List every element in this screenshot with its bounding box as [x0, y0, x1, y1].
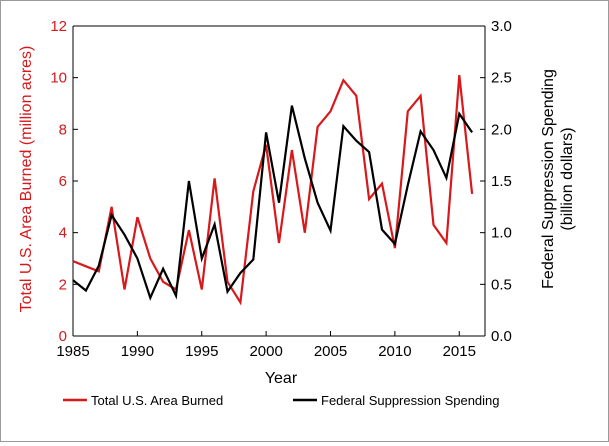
right-y-tick-label: 1.0 — [491, 225, 512, 242]
series-line-area-burned — [72, 74, 474, 306]
x-tick-label: 1990 — [121, 343, 154, 360]
left-y-axis-label: Total U.S. Area Burned (million acres) — [18, 46, 35, 313]
right-y-tick-label: 0.0 — [491, 328, 512, 345]
x-tick-label: 2015 — [443, 343, 476, 360]
legend-label-suppression-spending: Federal Suppression Spending — [321, 393, 500, 408]
legend: Total U.S. Area Burned Federal Suppressi… — [63, 393, 500, 408]
x-tick-label: 2005 — [314, 343, 347, 360]
left-y-tick-label: 0 — [59, 328, 67, 345]
right-y-axis-label-line2: (billion dollars) — [559, 127, 576, 230]
right-y-tick-label: 2.5 — [491, 70, 512, 87]
x-tick-label: 2010 — [378, 343, 411, 360]
left-y-tick-label: 8 — [59, 121, 67, 138]
x-tick-label: 1995 — [185, 343, 218, 360]
x-tick-label: 2000 — [249, 343, 282, 360]
x-axis-label: Year — [265, 370, 298, 387]
left-y-tick-label: 2 — [59, 276, 67, 293]
right-y-tick-label: 0.5 — [491, 276, 512, 293]
left-y-tick-label: 6 — [59, 173, 67, 190]
right-y-tick-label: 3.0 — [491, 18, 512, 35]
left-y-tick-label: 10 — [50, 70, 67, 87]
right-y-tick-label: 2.0 — [491, 121, 512, 138]
left-y-tick-label: 4 — [59, 225, 67, 242]
right-y-tick-label: 1.5 — [491, 173, 512, 190]
left-y-tick-label: 12 — [50, 18, 67, 35]
right-y-axis-label-line1: Federal Suppression Spending — [540, 69, 557, 289]
legend-label-area-burned: Total U.S. Area Burned — [91, 393, 223, 408]
x-tick-label: 1985 — [56, 343, 89, 360]
series-line-suppression-spending — [72, 105, 474, 301]
